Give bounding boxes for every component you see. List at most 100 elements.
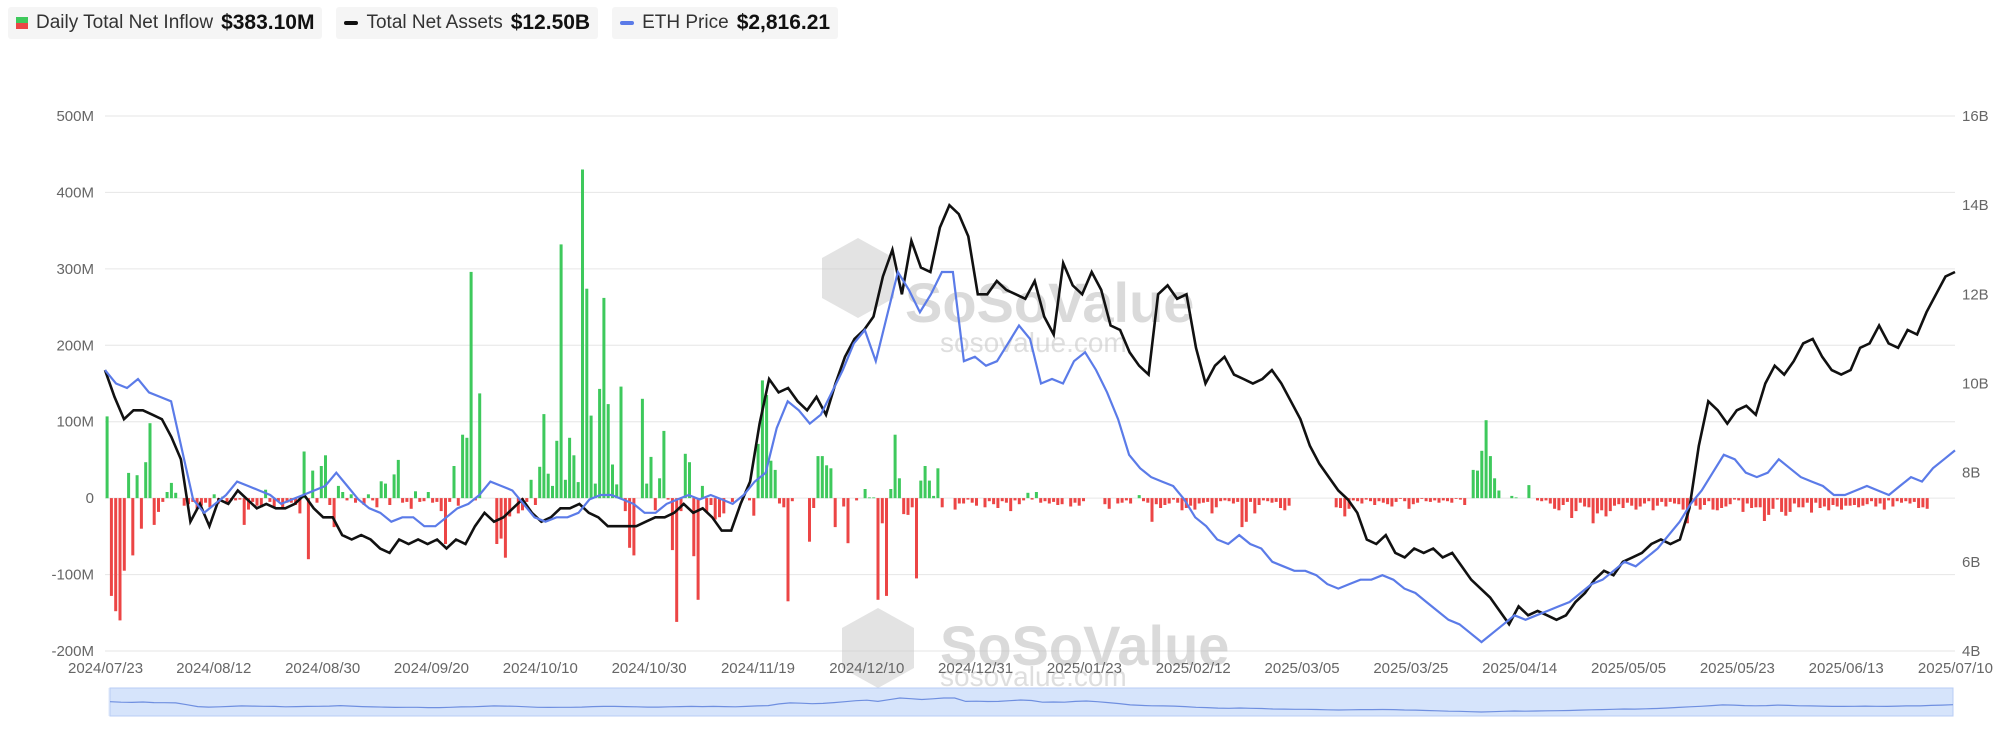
- inflow-bar: [910, 498, 914, 508]
- inflow-bar: [957, 498, 961, 504]
- inflow-bar: [366, 494, 370, 499]
- inflow-bar: [867, 497, 871, 499]
- legend-item-inflow[interactable]: Daily Total Net Inflow $383.10M: [8, 7, 323, 39]
- inflow-bar: [812, 498, 816, 508]
- inflow-bar: [114, 498, 118, 612]
- inflow-bar: [1900, 498, 1903, 503]
- inflow-bar: [730, 498, 734, 502]
- inflow-bar: [319, 466, 323, 499]
- x-tick-label: 2025/03/25: [1373, 660, 1448, 677]
- inflow-bar: [602, 297, 606, 499]
- inflow-bar: [247, 498, 250, 510]
- inflow-bar: [1351, 498, 1355, 501]
- inflow-bar: [1630, 498, 1634, 506]
- range-navigator[interactable]: [108, 687, 1954, 717]
- inflow-bar: [1668, 498, 1672, 502]
- inflow-bar: [1428, 498, 1432, 502]
- inflow-bar: [225, 498, 229, 505]
- inflow-bar: [139, 498, 143, 529]
- inflow-bar: [1420, 498, 1424, 499]
- inflow-bar: [1154, 498, 1158, 505]
- inflow-bar: [251, 498, 255, 502]
- inflow-bar: [144, 462, 148, 499]
- inflow-bar: [1870, 498, 1873, 502]
- legend-item-assets[interactable]: Total Net Assets $12.50B: [336, 7, 599, 39]
- inflow-bars: [105, 169, 1929, 622]
- inflow-bar: [1227, 498, 1231, 502]
- inflow-bar: [1364, 498, 1368, 500]
- inflow-bar: [1912, 498, 1916, 502]
- inflow-bar: [996, 498, 1000, 508]
- inflow-bar: [1921, 498, 1925, 508]
- inflow-bar: [722, 498, 726, 514]
- inflow-bar: [315, 498, 319, 503]
- inflow-bar: [1274, 498, 1278, 502]
- inflow-bar: [1116, 498, 1120, 504]
- inflow-bar: [1822, 498, 1826, 507]
- inflow-bar: [1223, 498, 1227, 501]
- y-axis-right: 16B 14B 12B 10B 8B 6B 4B: [1962, 108, 1989, 660]
- legend-item-price[interactable]: ETH Price $2,816.21: [612, 7, 839, 39]
- inflow-bar: [1356, 498, 1360, 502]
- inflow-bar: [328, 498, 332, 505]
- inflow-bar: [1587, 498, 1591, 508]
- watermark-logo-icon: [822, 238, 894, 318]
- inflow-bar: [1120, 498, 1124, 503]
- inflow-bar: [1103, 498, 1107, 505]
- x-tick-label: 2024/08/30: [285, 660, 360, 677]
- inflow-bar: [435, 498, 439, 502]
- inflow-bar: [1651, 498, 1655, 511]
- inflow-bar: [919, 480, 923, 499]
- inflow-bar: [516, 498, 520, 514]
- inflow-bar: [786, 498, 790, 602]
- inflow-bar: [1034, 492, 1038, 499]
- inflow-bar: [362, 498, 366, 505]
- inflow-bar: [242, 498, 246, 525]
- inflow-bar: [401, 498, 405, 503]
- inflow-bar: [1741, 498, 1745, 512]
- inflow-bar: [1073, 498, 1077, 503]
- inflow-bar: [533, 498, 537, 505]
- y-left-tick-label: -100M: [51, 567, 94, 584]
- inflow-bar: [1848, 498, 1852, 506]
- inflow-bar: [713, 498, 717, 520]
- legend-inflow-label: Daily Total Net Inflow: [36, 12, 214, 33]
- inflow-bar: [1142, 498, 1145, 502]
- inflow-bar: [1788, 498, 1792, 512]
- inflow-bar: [465, 437, 469, 499]
- bar-swatch-icon: [16, 17, 28, 29]
- inflow-bar: [1844, 498, 1848, 506]
- inflow-bar: [816, 456, 820, 499]
- inflow-bar: [842, 498, 846, 507]
- inflow-bar: [1026, 492, 1030, 499]
- inflow-bar: [1634, 498, 1638, 510]
- inflow-bar: [1565, 498, 1569, 502]
- y-right-tick-label: 14B: [1962, 197, 1989, 214]
- watermark-site: sosovalue.com: [940, 661, 1127, 692]
- inflow-bar: [782, 498, 786, 508]
- inflow-bar: [1904, 498, 1908, 502]
- inflow-bar: [619, 386, 623, 499]
- inflow-bar: [418, 498, 422, 502]
- inflow-bar: [915, 498, 918, 579]
- navigator-selection[interactable]: [109, 687, 1954, 717]
- inflow-bar: [1497, 490, 1501, 499]
- inflow-bar: [1056, 498, 1060, 505]
- inflow-bar: [872, 497, 876, 499]
- x-tick-label: 2025/02/12: [1156, 660, 1231, 677]
- inflow-bar: [688, 462, 691, 499]
- inflow-bar: [1047, 498, 1051, 504]
- inflow-bar: [628, 498, 632, 548]
- inflow-bar: [1771, 498, 1775, 509]
- inflow-bar: [1762, 498, 1766, 521]
- inflow-bar: [127, 472, 131, 499]
- inflow-bar: [1733, 498, 1736, 500]
- x-axis: 2024/07/23 2024/08/12 2024/08/30 2024/09/20…: [68, 660, 1993, 677]
- x-tick-label: 2025/04/14: [1482, 660, 1557, 677]
- inflow-bar: [902, 498, 906, 515]
- inflow-bar: [354, 498, 357, 503]
- inflow-bar: [439, 498, 443, 512]
- inflow-bar: [255, 498, 259, 506]
- inflow-bar: [1827, 498, 1831, 511]
